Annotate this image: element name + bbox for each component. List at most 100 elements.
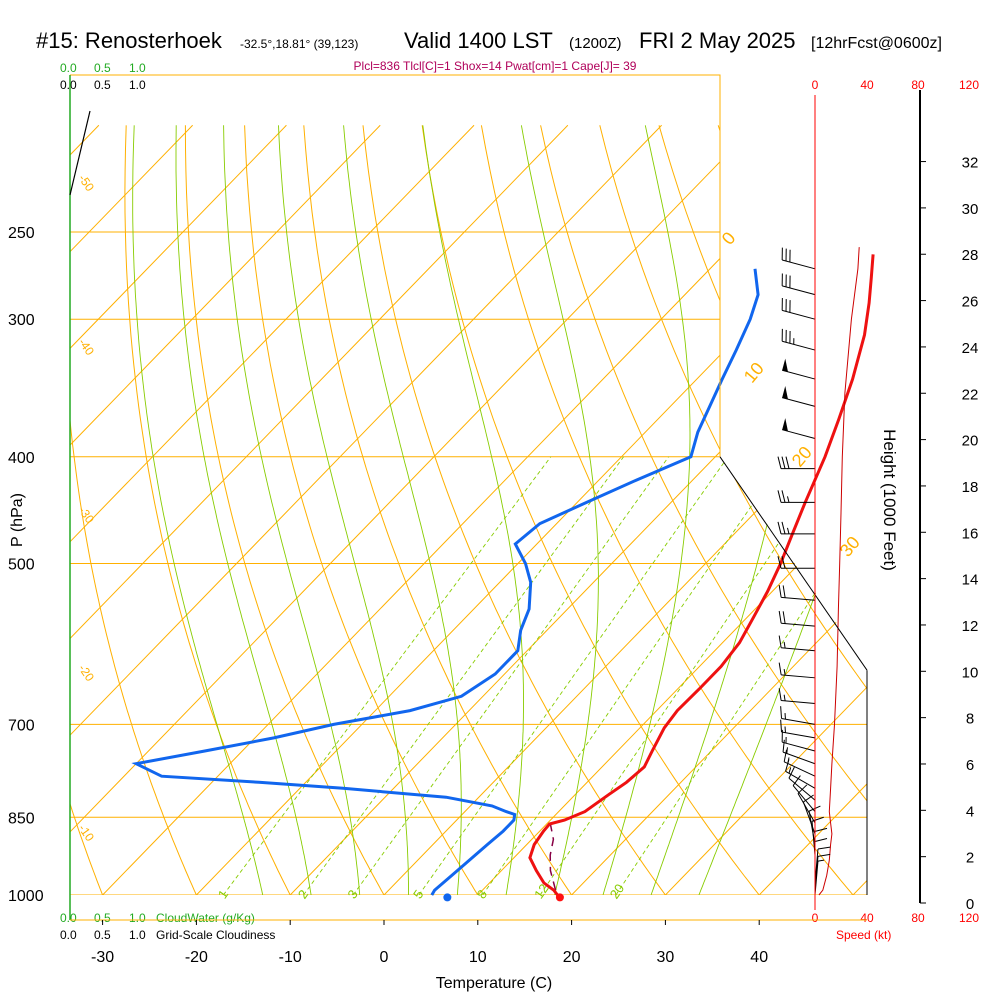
wind-barb [782,386,816,407]
dry-adiabat-line [244,125,493,895]
wind-barb-staff [782,309,816,320]
isotherm-line [736,124,867,895]
wind-barb-staff [782,429,816,439]
wind-barb [778,635,816,652]
pressure-tick-label: 300 [8,312,35,329]
pressure-tick-label: 700 [8,717,35,734]
parcel-line [549,823,557,891]
dry-adiabat-line [955,125,1000,918]
wind-barb-feather [785,759,790,772]
speed-scale-bottom: 0 40 80 120 Speed (kt) [812,911,980,942]
mixing-ratio-label: 1 [215,887,231,902]
wind-barb [780,719,816,739]
isotherm-line [924,125,1000,918]
moist-adiabat-line [689,125,867,895]
cloudwater-top-tick: 0.5 [94,61,111,75]
wind-barb [777,556,815,569]
plot-frame-top [70,74,721,457]
wind-barb-flag [782,358,788,372]
dewpoint-line [131,268,760,896]
wind-barb [780,706,816,725]
dry-adiabat-line [599,125,867,895]
temperature-line [528,254,875,896]
wind-barb-staff [802,801,816,835]
isotherm-line [548,124,867,895]
cloudwater-top-tick: 1.0 [129,61,146,75]
wind-barb-feather [781,521,786,535]
wind-barb [778,610,816,627]
isotherm-label: -20 [76,662,98,685]
temperature-tick-label: -20 [185,949,208,966]
wind-barb-half-feather [783,694,786,701]
surface-temperature-marker [555,893,564,902]
wind-barb [792,775,816,812]
moist-adiabat-line [175,125,315,895]
speed-top-tick: 80 [911,78,925,92]
moist-adiabat-line [595,125,691,895]
height-tick-label: 32 [962,155,979,172]
wind-barb-feather [778,610,782,624]
height-tick-label: 8 [966,711,974,728]
isotherm-label: 20 [788,442,816,470]
isotherm-line [70,124,756,895]
wind-barb [782,739,816,765]
cloudiness-bottom-tick: 0.5 [94,928,111,942]
speed-bottom-tick: 40 [860,911,874,925]
moist-adiabat-line [132,125,269,895]
temperature-tick-label: 20 [563,949,581,966]
height-tick-label: 10 [962,664,979,681]
dry-adiabat-line [303,125,589,895]
cloudwater-top-ticks: 0.0 0.5 1.0 0.0 0.5 1.0 [60,61,146,92]
dry-adiabat-line [70,125,113,895]
isotherm-line [830,124,867,895]
right-boundary-line [719,456,868,671]
pressure-tick-label: 850 [8,810,35,827]
wind-barb-feather [780,719,783,733]
isotherm-line [70,124,287,895]
forecast-info: [12hrFcst@0600z] [811,35,942,52]
wind-barb-feather [777,521,782,535]
speed-bottom-tick: 0 [812,911,819,925]
mixing-ratio-line [418,456,729,895]
moist-adiabat-line [223,125,362,895]
wind-barb [777,521,815,535]
wind-barb [781,247,816,270]
isotherm-label: -30 [76,504,98,527]
wind-barb-staff [797,793,816,824]
wind-barb-staff [792,785,816,812]
wind-barb-feather [817,846,831,850]
valid-date: FRI 2 May 2025 [639,28,796,53]
wind-barb-feather [814,827,828,832]
isotherm-label: 0 [718,228,740,249]
cloud-line [69,110,91,196]
isotherm-line [70,124,662,895]
moist-adiabat-line [642,125,805,895]
wind-barb [777,490,815,503]
cloudiness-bottom-tick: 1.0 [129,928,146,942]
wind-barb [778,662,816,679]
wind-barb-feather [778,635,782,648]
wind-barb-feather [777,490,782,503]
wind-barb-staff [781,674,816,679]
wind-barb [781,273,816,296]
moist-adiabat-line [422,125,524,895]
wind-barb [783,749,816,777]
wind-barb-feather [777,456,782,469]
wind-barb-half-feather [787,527,790,535]
wind-barb-staff [781,731,816,739]
wind-barb-staff [782,369,816,380]
height-tick-label: 30 [962,201,979,218]
height-tick-label: 12 [962,618,979,635]
wind-barb-staff [781,622,816,627]
wind-barb-feather [811,816,824,822]
isotherm-line [70,124,193,895]
speed-bottom-tick: 80 [911,911,925,925]
mixing-ratio-label: 12 [531,881,552,901]
dry-adiabat-line [362,125,684,895]
height-tick-label: 2 [966,850,974,867]
wind-barb-staff [781,647,816,652]
wind-barb-feather [814,837,828,842]
mixing-ratio-label: 2 [295,887,311,902]
cloudiness-bottom-tick: 0.0 [60,928,77,942]
